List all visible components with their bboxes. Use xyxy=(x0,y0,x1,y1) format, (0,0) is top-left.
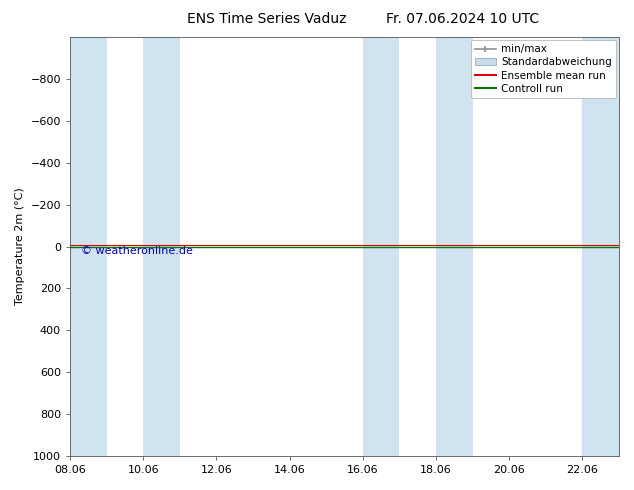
Bar xyxy=(436,37,472,456)
Text: ENS Time Series Vaduz: ENS Time Series Vaduz xyxy=(186,12,346,26)
Bar xyxy=(143,37,180,456)
Bar xyxy=(70,37,107,456)
Y-axis label: Temperature 2m (°C): Temperature 2m (°C) xyxy=(15,188,25,305)
Text: Fr. 07.06.2024 10 UTC: Fr. 07.06.2024 10 UTC xyxy=(386,12,540,26)
Bar xyxy=(583,37,619,456)
Bar xyxy=(363,37,399,456)
Text: © weatheronline.de: © weatheronline.de xyxy=(81,245,193,256)
Legend: min/max, Standardabweichung, Ensemble mean run, Controll run: min/max, Standardabweichung, Ensemble me… xyxy=(471,40,616,98)
